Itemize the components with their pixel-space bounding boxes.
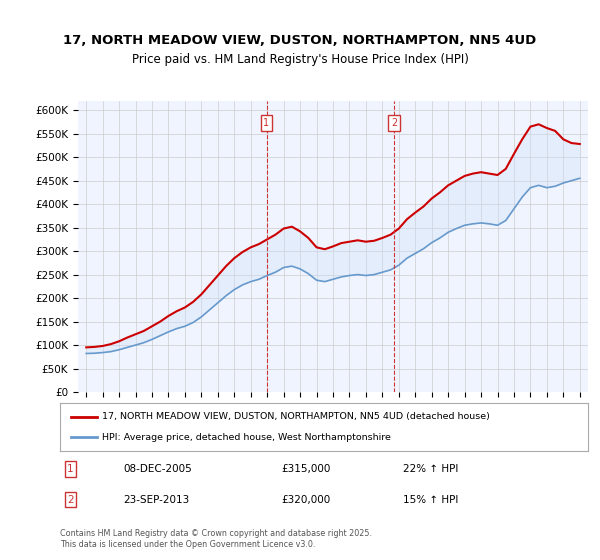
Text: 22% ↑ HPI: 22% ↑ HPI: [403, 464, 458, 474]
Text: HPI: Average price, detached house, West Northamptonshire: HPI: Average price, detached house, West…: [102, 433, 391, 442]
Text: Contains HM Land Registry data © Crown copyright and database right 2025.
This d: Contains HM Land Registry data © Crown c…: [60, 529, 372, 549]
Text: Price paid vs. HM Land Registry's House Price Index (HPI): Price paid vs. HM Land Registry's House …: [131, 53, 469, 66]
Text: 17, NORTH MEADOW VIEW, DUSTON, NORTHAMPTON, NN5 4UD: 17, NORTH MEADOW VIEW, DUSTON, NORTHAMPT…: [64, 34, 536, 46]
Text: 1: 1: [67, 464, 74, 474]
Text: 2: 2: [391, 118, 397, 128]
Text: 2: 2: [67, 495, 74, 505]
Text: 17, NORTH MEADOW VIEW, DUSTON, NORTHAMPTON, NN5 4UD (detached house): 17, NORTH MEADOW VIEW, DUSTON, NORTHAMPT…: [102, 412, 490, 421]
Text: 15% ↑ HPI: 15% ↑ HPI: [403, 495, 458, 505]
Text: £315,000: £315,000: [282, 464, 331, 474]
Text: 08-DEC-2005: 08-DEC-2005: [124, 464, 192, 474]
Text: £320,000: £320,000: [282, 495, 331, 505]
Text: 1: 1: [263, 118, 269, 128]
Text: 23-SEP-2013: 23-SEP-2013: [124, 495, 190, 505]
